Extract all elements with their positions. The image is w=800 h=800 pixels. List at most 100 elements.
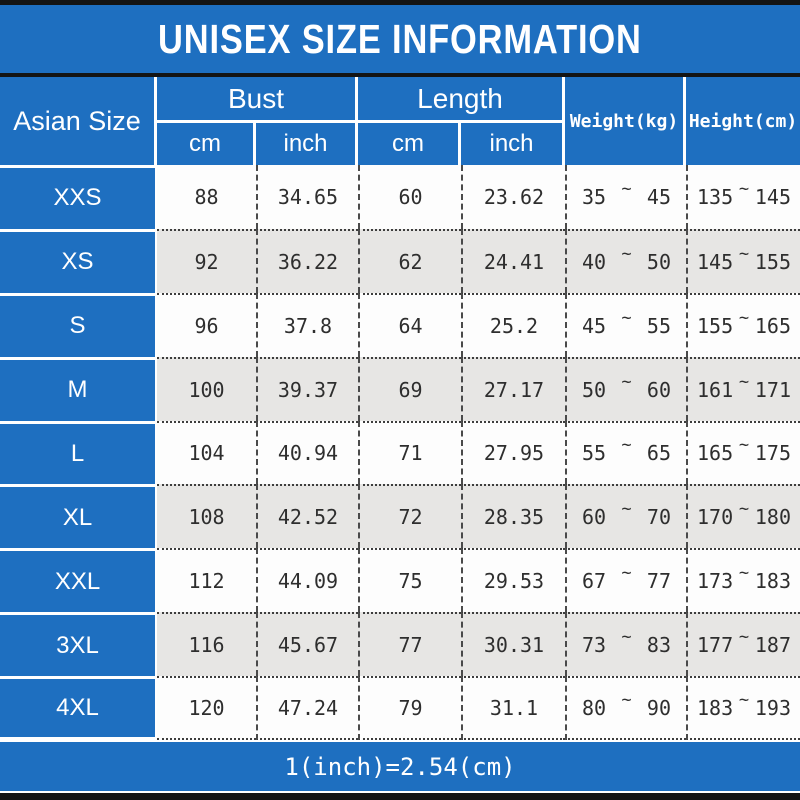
weight-max: 77 (646, 569, 671, 594)
weight-range: 35 ~ 45 (565, 165, 686, 229)
tilde-symbol: ~ (621, 499, 632, 520)
weight-max: 60 (646, 377, 671, 402)
height-max: 187 (754, 633, 791, 658)
length-inch-value: 23.62 (461, 165, 565, 229)
header-weight-kg: Weight(kg) (565, 77, 686, 165)
bust-inch-value: 47.24 (256, 676, 358, 740)
bottom-black-bar (0, 791, 800, 800)
tilde-symbol: ~ (738, 499, 750, 520)
weight-max: 55 (646, 313, 671, 338)
height-range: 170 ~ 180 (686, 484, 800, 549)
length-cm-value: 64 (358, 292, 461, 357)
height-range: 165 ~ 175 (686, 420, 800, 485)
height-max: 180 (754, 505, 791, 530)
height-min: 135 (697, 184, 734, 209)
bust-inch-value: 39.37 (256, 356, 358, 421)
length-inch-value: 31.1 (461, 676, 565, 740)
bust-cm-value: 92 (157, 228, 256, 293)
bust-cm-value: 108 (157, 484, 256, 549)
inch-cm-conversion-note: 1(inch)=2.54(cm) (284, 752, 516, 781)
size-label: L (0, 420, 157, 485)
bust-inch-value: 42.52 (256, 484, 358, 549)
weight-max: 83 (646, 633, 671, 658)
weight-max: 65 (646, 441, 671, 466)
size-label: XS (0, 228, 157, 293)
size-label: XXS (0, 165, 157, 229)
height-range: 183 ~ 193 (686, 676, 800, 740)
length-cm-value: 79 (358, 676, 461, 740)
height-range: 173 ~ 183 (686, 548, 800, 613)
height-min: 165 (697, 441, 734, 466)
weight-range: 40 ~ 50 (565, 228, 686, 293)
header-bust: Bust (157, 77, 358, 123)
size-table-body: XXS 88 34.65 60 23.62 35 ~ 45 135 ~ 145 … (0, 165, 800, 740)
bust-inch-value: 37.8 (256, 292, 358, 357)
table-header: Asian Size Bust Length Weight(kg) Height… (0, 77, 800, 165)
header-bust-inch: inch (256, 123, 358, 165)
chart-title: UNISEX SIZE INFORMATION (158, 15, 642, 62)
height-min: 145 (697, 249, 734, 274)
weight-range: 67 ~ 77 (565, 548, 686, 613)
length-inch-value: 30.31 (461, 612, 565, 677)
height-max: 171 (754, 377, 791, 402)
tilde-symbol: ~ (738, 690, 750, 711)
size-label: 3XL (0, 612, 157, 677)
height-range: 161 ~ 171 (686, 356, 800, 421)
tilde-symbol: ~ (621, 243, 632, 264)
height-range: 135 ~ 145 (686, 165, 800, 229)
height-min: 177 (697, 633, 734, 658)
header-length: Length (358, 77, 565, 123)
size-label: XL (0, 484, 157, 549)
footnote-band: 1(inch)=2.54(cm) (0, 740, 800, 791)
bust-cm-value: 116 (157, 612, 256, 677)
title-band: UNISEX SIZE INFORMATION (0, 5, 800, 73)
weight-min: 45 (582, 313, 607, 338)
title-divider (0, 73, 800, 77)
length-cm-value: 71 (358, 420, 461, 485)
tilde-symbol: ~ (621, 690, 632, 711)
height-max: 165 (754, 313, 791, 338)
height-max: 193 (754, 696, 791, 721)
length-cm-value: 72 (358, 484, 461, 549)
tilde-symbol: ~ (621, 307, 632, 328)
bust-inch-value: 36.22 (256, 228, 358, 293)
height-min: 183 (697, 696, 734, 721)
height-min: 170 (697, 505, 734, 530)
length-inch-value: 24.41 (461, 228, 565, 293)
tilde-symbol: ~ (738, 307, 750, 328)
header-bust-cm: cm (157, 123, 256, 165)
height-min: 161 (697, 377, 734, 402)
weight-range: 45 ~ 55 (565, 292, 686, 357)
weight-range: 60 ~ 70 (565, 484, 686, 549)
bust-cm-value: 100 (157, 356, 256, 421)
bust-cm-value: 112 (157, 548, 256, 613)
height-range: 145 ~ 155 (686, 228, 800, 293)
length-cm-value: 75 (358, 548, 461, 613)
length-inch-value: 27.17 (461, 356, 565, 421)
weight-min: 67 (582, 569, 607, 594)
bust-cm-value: 96 (157, 292, 256, 357)
weight-max: 70 (646, 505, 671, 530)
tilde-symbol: ~ (738, 178, 750, 199)
tilde-symbol: ~ (621, 435, 632, 456)
tilde-symbol: ~ (738, 563, 750, 584)
tilde-symbol: ~ (621, 563, 632, 584)
weight-min: 80 (582, 696, 607, 721)
length-cm-value: 60 (358, 165, 461, 229)
weight-range: 55 ~ 65 (565, 420, 686, 485)
weight-min: 73 (582, 633, 607, 658)
height-min: 155 (697, 313, 734, 338)
bust-cm-value: 88 (157, 165, 256, 229)
height-max: 183 (754, 569, 791, 594)
header-asian-size: Asian Size (0, 77, 157, 165)
length-cm-value: 62 (358, 228, 461, 293)
header-height-cm: Height(cm) (686, 77, 800, 165)
tilde-symbol: ~ (621, 627, 632, 648)
size-label: XXL (0, 548, 157, 613)
length-inch-value: 29.53 (461, 548, 565, 613)
length-inch-value: 25.2 (461, 292, 565, 357)
size-label: M (0, 356, 157, 421)
weight-max: 50 (646, 249, 671, 274)
bust-inch-value: 34.65 (256, 165, 358, 229)
